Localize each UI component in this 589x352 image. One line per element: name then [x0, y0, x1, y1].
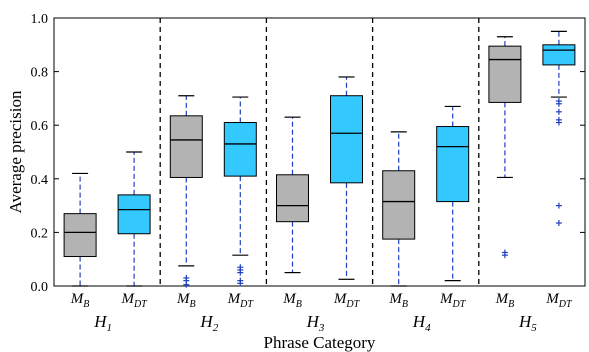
box-iqr — [63, 213, 97, 258]
box-iqr — [436, 126, 470, 203]
group-label: H5 — [518, 312, 537, 334]
box-label-subscript: DT — [558, 299, 573, 310]
group-label: H4 — [412, 312, 431, 334]
box-label-subscript: DT — [239, 299, 254, 310]
outlier-point — [237, 269, 244, 276]
y-tick-label: 1.0 — [31, 12, 49, 27]
box-label: MB — [495, 291, 515, 310]
y-tick-label: 0.2 — [31, 226, 49, 241]
outlier-point — [555, 100, 562, 107]
outlier-point — [501, 252, 508, 259]
outlier-point — [555, 119, 562, 126]
outlier-point — [555, 108, 562, 115]
group-label: H3 — [306, 312, 325, 334]
box-iqr — [488, 45, 522, 103]
box-iqr — [542, 44, 576, 66]
box-label: MDT — [545, 291, 573, 310]
y-axis-label: Average precision — [6, 90, 25, 213]
plot-frame — [53, 17, 586, 287]
box-label-subscript: B — [189, 299, 195, 310]
box-label-subscript: B — [83, 299, 89, 310]
box-label-subscript: DT — [345, 299, 360, 310]
box-label: MB — [282, 291, 302, 310]
box-label-subscript: DT — [133, 299, 148, 310]
box-label: MDT — [227, 291, 255, 310]
box-iqr — [382, 170, 416, 240]
outlier-point — [555, 202, 562, 209]
plot-area — [53, 17, 586, 288]
group-label-subscript: 5 — [531, 322, 537, 334]
y-tick-label: 0.8 — [31, 66, 49, 81]
box-iqr — [276, 174, 309, 223]
box-label: MB — [388, 291, 408, 310]
y-tick-label: 0.6 — [31, 119, 49, 134]
box-iqr — [117, 194, 151, 235]
box-label-subscript: B — [296, 299, 302, 310]
y-tick-label: 0.0 — [31, 280, 49, 295]
x-axis-label: Phrase Category — [264, 333, 376, 352]
box-label: MB — [70, 291, 90, 310]
group-label-subscript: 4 — [425, 322, 431, 334]
box-label-subscript: B — [508, 299, 514, 310]
group-label-subscript: 2 — [213, 322, 219, 334]
box-iqr — [330, 95, 363, 184]
box-label: MDT — [120, 291, 148, 310]
box-label-subscript: B — [402, 299, 408, 310]
box-iqr — [223, 122, 257, 177]
outlier-point — [183, 281, 190, 288]
group-label: H1 — [93, 312, 112, 334]
box-label-subscript: DT — [452, 299, 467, 310]
box-label: MDT — [333, 291, 361, 310]
box-label: MB — [176, 291, 196, 310]
y-tick-label: 0.4 — [31, 173, 49, 188]
box-label: MDT — [439, 291, 467, 310]
group-label-subscript: 1 — [106, 322, 112, 334]
chart-text: Average precision Phrase Category 0.0 0.2… — [6, 12, 573, 352]
group-label-subscript: 3 — [318, 322, 325, 334]
box-iqr — [169, 115, 203, 178]
outlier-point — [237, 280, 244, 287]
group-label: H2 — [199, 312, 218, 334]
outlier-point — [555, 220, 562, 227]
